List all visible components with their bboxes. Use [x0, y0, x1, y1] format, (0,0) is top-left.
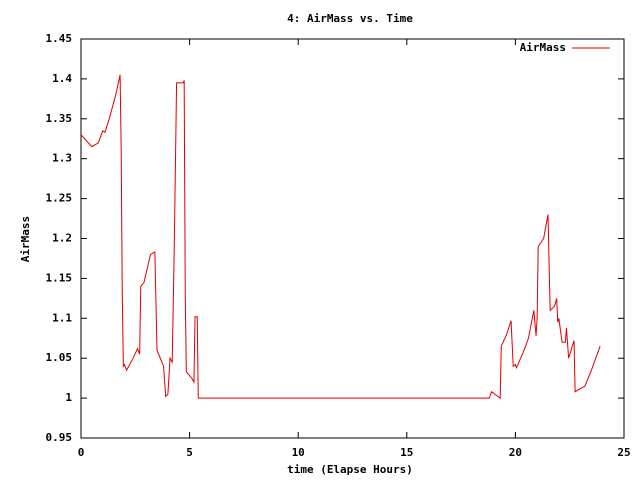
y-tick-label: 1.1: [52, 311, 72, 324]
y-tick-label: 1.35: [46, 112, 73, 125]
plot-frame: [80, 38, 625, 439]
x-tick-label: 25: [617, 446, 630, 459]
x-tick-label: 0: [78, 446, 85, 459]
data-line: [80, 74, 601, 400]
y-tick-label: 0.95: [46, 431, 73, 444]
y-tick-label: 1.05: [46, 351, 73, 364]
x-tick-label: 10: [292, 446, 305, 459]
y-tick-label: 1.3: [52, 152, 72, 165]
chart-title: 4: AirMass vs. Time: [287, 12, 413, 25]
legend-label: AirMass: [520, 41, 566, 54]
y-tick-label: 1.45: [46, 32, 73, 45]
x-tick-label: 20: [509, 446, 522, 459]
x-tick-label: 15: [400, 446, 413, 459]
x-tick-label: 5: [186, 446, 193, 459]
y-tick-label: 1: [65, 391, 72, 404]
y-tick-label: 1.2: [52, 232, 72, 245]
x-axis-label: time (Elapse Hours): [287, 463, 413, 476]
y-tick-label: 1.4: [52, 72, 72, 85]
y-axis-label: AirMass: [19, 216, 32, 262]
y-tick-label: 1.25: [46, 192, 73, 205]
y-tick-label: 1.15: [46, 271, 73, 284]
